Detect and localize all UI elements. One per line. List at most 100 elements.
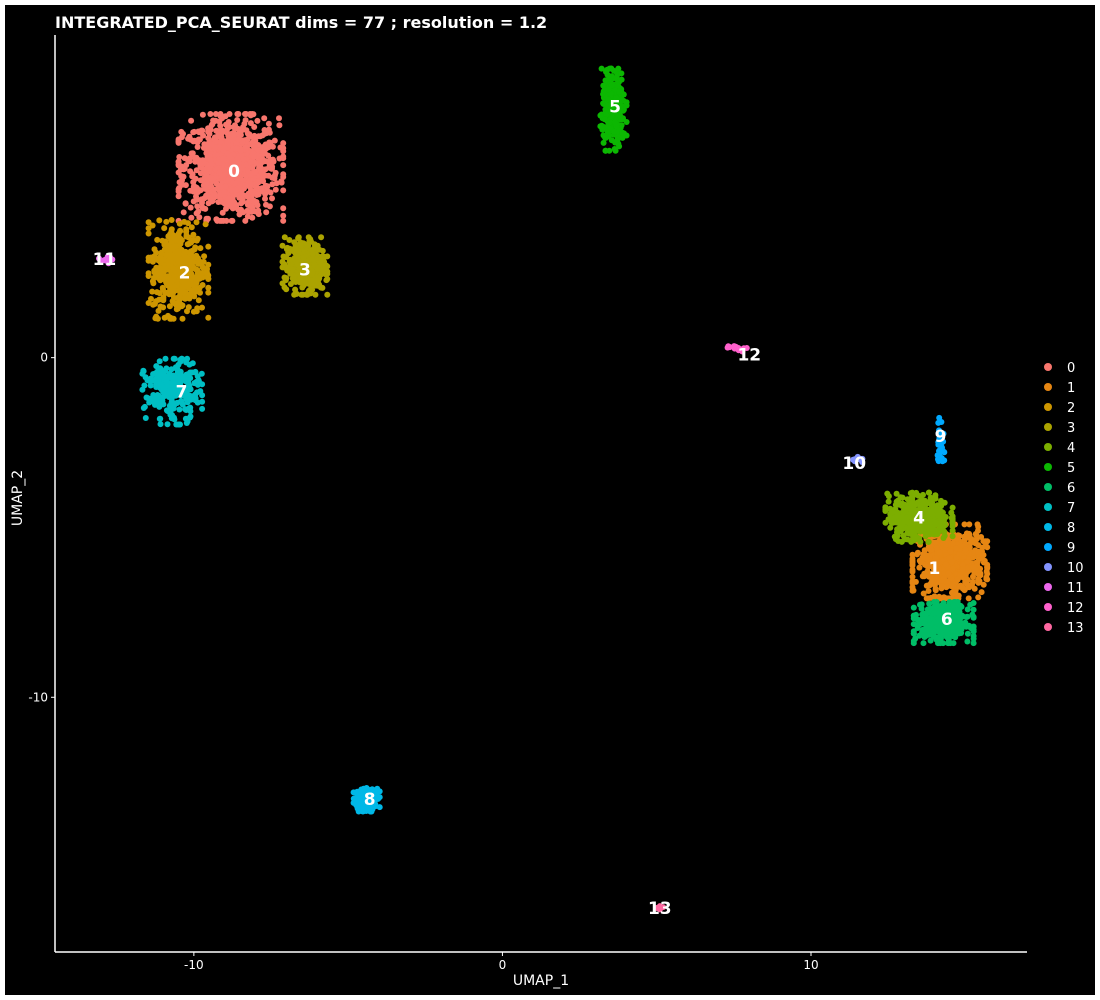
data-point	[935, 610, 942, 617]
data-point	[318, 284, 324, 291]
data-point	[964, 630, 971, 637]
data-point	[364, 785, 371, 792]
data-point	[904, 496, 911, 503]
x-tick-label: 10	[803, 958, 818, 972]
data-point	[145, 219, 152, 226]
data-point	[253, 192, 260, 198]
data-point	[309, 268, 316, 275]
data-point	[310, 250, 316, 257]
data-point	[271, 137, 278, 144]
cluster-2-points	[145, 217, 212, 322]
data-point	[145, 257, 152, 264]
legend-key-2	[1044, 403, 1052, 411]
data-point	[936, 414, 943, 421]
data-point	[945, 616, 952, 623]
data-point	[193, 210, 200, 217]
data-point	[241, 120, 248, 127]
data-point	[149, 222, 156, 229]
data-point	[173, 236, 179, 243]
data-point	[175, 161, 182, 168]
data-point	[244, 130, 251, 137]
legend-label-4: 4	[1067, 441, 1075, 456]
data-point	[283, 254, 290, 261]
data-point	[175, 193, 182, 200]
data-point	[225, 177, 231, 184]
data-point	[954, 599, 961, 605]
cluster-label-12: 12	[737, 345, 761, 365]
data-point	[935, 508, 942, 515]
data-point	[163, 365, 170, 372]
data-point	[171, 283, 178, 290]
data-point	[316, 246, 323, 253]
data-point	[169, 290, 176, 297]
data-point	[311, 241, 318, 248]
data-point	[367, 808, 374, 815]
data-point	[925, 588, 932, 594]
data-point	[164, 421, 171, 428]
data-point	[920, 590, 927, 597]
data-point	[223, 205, 229, 212]
data-point	[193, 154, 200, 161]
data-point	[945, 636, 952, 643]
data-point	[189, 237, 196, 244]
data-point	[251, 169, 258, 176]
data-point	[194, 196, 200, 203]
cluster-8-points	[350, 785, 383, 815]
data-point	[242, 182, 249, 189]
data-point	[606, 75, 613, 82]
data-point	[175, 369, 182, 376]
data-point	[216, 169, 223, 176]
data-point	[605, 120, 612, 127]
data-point	[196, 284, 203, 291]
data-point	[194, 305, 201, 312]
data-point	[607, 105, 614, 112]
data-point	[192, 244, 199, 251]
data-point	[305, 234, 312, 241]
cluster-label-5: 5	[609, 97, 621, 117]
data-point	[261, 115, 268, 122]
legend-label-12: 12	[1067, 601, 1084, 616]
data-point	[297, 242, 304, 249]
legend-label-8: 8	[1067, 521, 1075, 536]
data-point	[920, 526, 927, 533]
data-point	[217, 217, 223, 224]
data-point	[179, 302, 186, 309]
data-point	[357, 798, 364, 805]
data-point	[917, 601, 923, 608]
data-point	[221, 145, 228, 151]
data-point	[954, 576, 961, 583]
data-point	[281, 284, 288, 291]
data-point	[207, 126, 214, 133]
data-point	[290, 274, 297, 280]
data-point	[172, 374, 179, 381]
data-point	[280, 171, 287, 178]
data-point	[964, 606, 971, 613]
data-point	[199, 304, 205, 311]
data-point	[362, 793, 369, 800]
legend-key-3	[1044, 423, 1052, 431]
data-point	[171, 265, 178, 272]
legend-label-9: 9	[1067, 541, 1075, 556]
data-point	[181, 276, 188, 283]
legend-key-10	[1044, 563, 1052, 571]
data-point	[204, 266, 210, 272]
data-point	[197, 289, 203, 296]
data-point	[193, 279, 200, 286]
data-point	[949, 533, 956, 540]
data-point	[964, 638, 971, 645]
data-point	[600, 139, 607, 146]
data-point	[942, 561, 949, 568]
data-point	[155, 369, 162, 376]
data-point	[184, 418, 191, 425]
data-point	[265, 120, 272, 127]
data-point	[920, 491, 926, 498]
data-point	[978, 589, 985, 596]
data-point	[171, 273, 178, 280]
data-point	[284, 267, 291, 274]
data-point	[280, 162, 287, 169]
x-tick-label: -10	[184, 958, 204, 972]
data-point	[280, 212, 287, 219]
data-point	[175, 138, 182, 145]
data-point	[199, 199, 205, 206]
data-point	[215, 159, 222, 166]
